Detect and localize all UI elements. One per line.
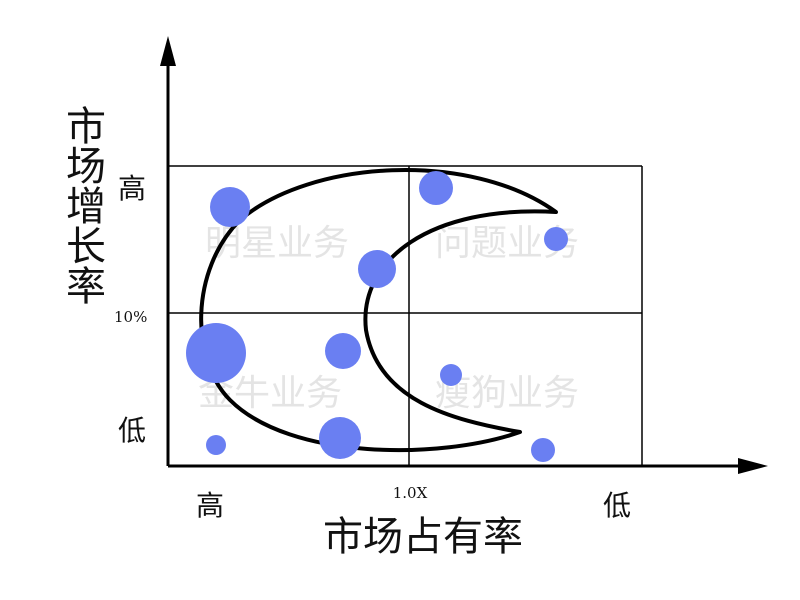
x-axis-low-label: 低 (603, 489, 631, 522)
bubble (419, 171, 453, 205)
bubble (210, 187, 250, 227)
y-axis-high-label: 高 (118, 172, 146, 205)
y-axis-mid-label: 10% (114, 308, 147, 326)
bubbles (186, 171, 568, 462)
bubble (544, 227, 568, 251)
bubble (206, 435, 226, 455)
y-axis-title: 市场增长率 (59, 105, 105, 305)
bubble (319, 417, 361, 459)
bubble (325, 333, 361, 369)
x-axis-title: 市场占有率 (323, 514, 523, 560)
y-axis-low-label: 低 (118, 414, 146, 447)
bubble (358, 250, 396, 288)
x-axis-arrow (738, 458, 768, 474)
x-axis-mid-label: 1.0X (393, 484, 428, 502)
quadrant-labels: 明星业务 问题业务 金牛业务 瘦狗业务 (198, 223, 579, 414)
bubble (531, 438, 555, 462)
axes (160, 36, 768, 474)
bubble (186, 323, 246, 383)
grid (168, 165, 643, 466)
x-axis-high-label: 高 (196, 489, 224, 522)
x-axis-labels: 高 1.0X 低 (196, 484, 631, 522)
y-axis-arrow (160, 36, 176, 66)
quadrant-label-star: 明星业务 (205, 223, 349, 264)
y-axis-labels: 高 10% 低 (114, 172, 147, 447)
bubble (440, 364, 462, 386)
